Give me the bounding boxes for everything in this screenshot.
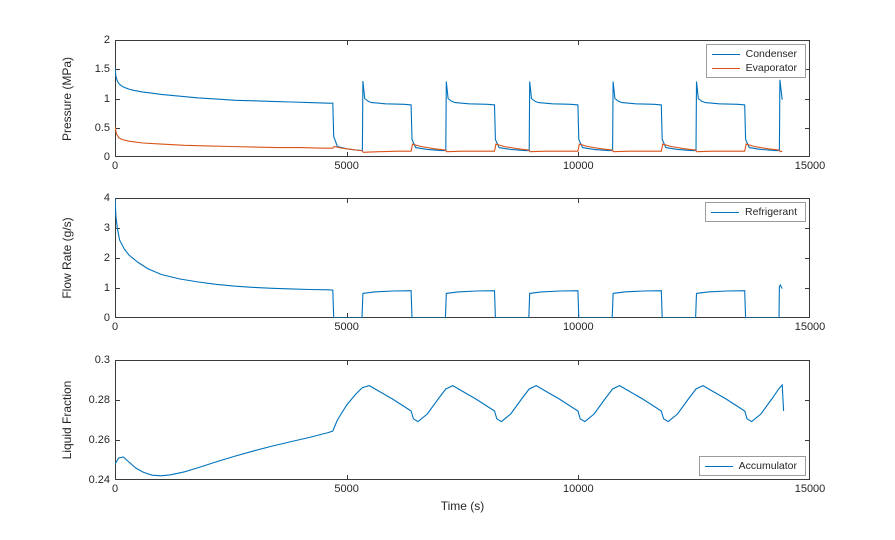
- series-line-refrigerant: [115, 198, 783, 318]
- legend: Condenser Evaporator: [705, 44, 806, 78]
- liquid-fraction-plot-area: 0 5000 10000 15000 0.24 0.26 0.28 0.3 Accumulato…: [89, 354, 826, 495]
- x-tick-label: 15000: [794, 160, 826, 172]
- y-tick-label: 2: [103, 34, 110, 46]
- legend: Accumulator: [698, 456, 806, 476]
- x-tick-label: 5000: [334, 483, 359, 495]
- y-tick-label: 1: [103, 282, 110, 294]
- subplot-liquid-fraction: Liquid Fraction 0 5000 10000 15000 0.24 0.26 0…: [60, 354, 826, 495]
- x-tick-label: 10000: [563, 483, 594, 495]
- pressure-plot-area: 0 5000 10000 15000 0 0.5 1 1.5 2 Condenser Evapora…: [95, 34, 826, 172]
- y-tick-label: 0.3: [94, 354, 110, 366]
- x-tick-label: 0: [111, 160, 119, 172]
- flow-rate-plot-area: 0 5000 10000 15000 0 1 2 3 4 Refrigerant: [104, 192, 825, 333]
- y-tick-label: 3: [103, 222, 110, 234]
- legend: Refrigerant: [705, 202, 806, 222]
- legend-entry: Refrigerant: [711, 205, 797, 219]
- axes-box: [115, 40, 810, 157]
- y-tick-label: 0: [103, 312, 110, 324]
- subplot-flow-rate: Flow Rate (g/s) 0 5000 10000 15000 0 1 2 3 4 Refr…: [60, 192, 825, 333]
- series-line-evaporator: [115, 126, 783, 153]
- legend-entry: Accumulator: [704, 459, 797, 473]
- x-tick-label: 5000: [334, 321, 359, 333]
- legend-label: Refrigerant: [745, 206, 797, 218]
- axes-box: [115, 360, 810, 480]
- legend-label: Condenser: [745, 48, 797, 60]
- plot-canvas: [115, 40, 810, 157]
- x-tick-label: 15000: [794, 483, 826, 495]
- series-line-accumulator: [115, 383, 785, 477]
- x-tick-label: 0: [111, 321, 119, 333]
- legend-label: Accumulator: [738, 460, 797, 472]
- x-tick-label: 0: [111, 483, 119, 495]
- y-tick-label: 0.5: [94, 121, 110, 134]
- legend-label: Evaporator: [745, 62, 797, 74]
- legend-line-sample: [711, 67, 740, 69]
- x-tick-label: 15000: [794, 321, 826, 333]
- plot-canvas: [115, 198, 810, 318]
- y-tick-label: 0: [103, 151, 110, 163]
- legend-line-sample: [704, 465, 733, 467]
- subplot-pressure: Pressure (MPa) 0 5000 10000 15000 0 0.5 1 1.5 2 C…: [60, 34, 826, 172]
- y-tick-label: 1.5: [94, 63, 110, 76]
- legend-line-sample: [711, 211, 740, 213]
- legend-entry: Evaporator: [711, 61, 797, 75]
- legend-line-sample: [711, 53, 740, 55]
- y-tick-label: 0.28: [88, 394, 110, 406]
- x-tick-label: 5000: [334, 160, 359, 172]
- legend-entry: Condenser: [711, 47, 797, 61]
- y-tick-label: 2: [103, 252, 110, 264]
- x-tick-label: 10000: [563, 321, 594, 333]
- x-axis-label: Time (s): [440, 499, 485, 513]
- y-tick-label: 4: [103, 192, 110, 204]
- x-tick-label: 10000: [563, 160, 594, 172]
- series-line-condenser: [115, 68, 783, 152]
- y-tick-label: 1: [103, 92, 110, 105]
- plot-canvas: [115, 360, 810, 480]
- y-tick-label: 0.24: [88, 474, 110, 486]
- y-tick-label: 0.26: [88, 434, 110, 446]
